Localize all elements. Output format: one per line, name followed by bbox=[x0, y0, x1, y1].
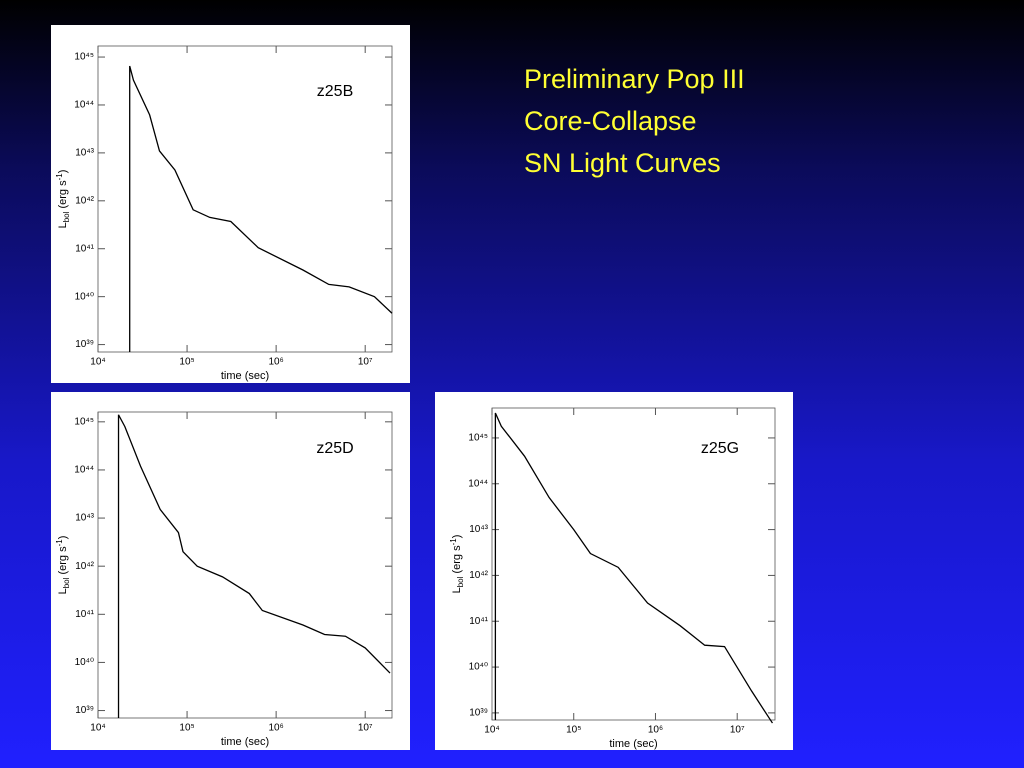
y-axis-label-part: ) bbox=[57, 536, 69, 540]
x-tick-label: 10⁴ bbox=[484, 725, 499, 736]
light-curve bbox=[494, 412, 774, 724]
y-axis-label: Lbol (erg s-1) bbox=[449, 535, 465, 594]
chart-panel bbox=[51, 25, 410, 383]
y-tick-label: 10³⁹ bbox=[75, 705, 94, 716]
light-curve bbox=[117, 414, 391, 718]
y-axis-label-part: bol bbox=[62, 577, 71, 588]
y-axis-label: Lbol (erg s-1) bbox=[55, 170, 71, 229]
chart-annotation: z25D bbox=[316, 440, 353, 457]
plot-frame bbox=[491, 407, 776, 721]
y-axis-label-part: L bbox=[57, 222, 69, 228]
y-axis-label-part: -1 bbox=[55, 173, 64, 181]
chart-panel bbox=[51, 392, 410, 750]
y-axis-label-part: ) bbox=[57, 170, 69, 174]
x-tick-label: 10⁴ bbox=[90, 723, 105, 734]
plot-frame bbox=[97, 45, 393, 353]
chart-panel bbox=[435, 392, 793, 750]
x-tick-label: 10⁶ bbox=[269, 357, 284, 368]
y-tick-label: 10⁴⁰ bbox=[469, 662, 488, 673]
y-axis-label-part: (erg s bbox=[57, 180, 69, 212]
y-axis-label: Lbol (erg s-1) bbox=[55, 536, 71, 595]
slide-title: Preliminary Pop III bbox=[524, 64, 745, 94]
y-tick-label: 10⁴¹ bbox=[75, 609, 94, 620]
y-tick-label: 10⁴⁵ bbox=[74, 416, 94, 427]
x-axis-label: time (sec) bbox=[221, 736, 269, 748]
x-tick-label: 10⁷ bbox=[730, 725, 745, 736]
chart-annotation: z25G bbox=[701, 440, 739, 457]
y-tick-label: 10⁴² bbox=[75, 561, 94, 572]
light-curve bbox=[129, 65, 393, 352]
y-tick-label: 10⁴¹ bbox=[469, 616, 488, 627]
slide-title: Core-Collapse bbox=[524, 106, 697, 136]
y-axis-label-part: -1 bbox=[449, 538, 458, 546]
x-tick-label: 10⁷ bbox=[358, 723, 373, 734]
y-tick-label: 10⁴⁴ bbox=[74, 465, 94, 476]
plot-frame bbox=[97, 411, 393, 719]
x-tick-label: 10⁵ bbox=[179, 357, 194, 368]
y-tick-label: 10⁴¹ bbox=[75, 243, 94, 254]
x-tick-label: 10⁶ bbox=[648, 725, 663, 736]
y-tick-label: 10⁴⁴ bbox=[74, 100, 94, 111]
y-axis-label-part: (erg s bbox=[57, 546, 69, 578]
x-tick-label: 10⁶ bbox=[269, 723, 284, 734]
x-tick-label: 10⁵ bbox=[179, 723, 194, 734]
slide-title: SN Light Curves bbox=[524, 148, 721, 178]
y-tick-label: 10⁴² bbox=[75, 195, 94, 206]
x-axis-label: time (sec) bbox=[221, 370, 269, 382]
x-tick-label: 10⁴ bbox=[90, 357, 105, 368]
y-tick-label: 10⁴⁵ bbox=[74, 52, 94, 63]
y-axis-label-part: bol bbox=[62, 211, 71, 222]
x-tick-label: 10⁵ bbox=[566, 725, 581, 736]
y-tick-label: 10⁴³ bbox=[469, 524, 488, 535]
y-axis-label-part: -1 bbox=[55, 539, 64, 547]
y-tick-label: 10⁴⁴ bbox=[468, 478, 488, 489]
y-axis-label-part: bol bbox=[456, 576, 465, 587]
y-tick-label: 10⁴³ bbox=[75, 513, 94, 524]
y-axis-label-part: L bbox=[451, 587, 463, 593]
y-axis-label-part: (erg s bbox=[451, 545, 463, 577]
x-tick-label: 10⁷ bbox=[358, 357, 373, 368]
y-axis-label-part: L bbox=[57, 588, 69, 594]
chart-annotation: z25B bbox=[317, 83, 353, 100]
y-axis-label-part: ) bbox=[451, 535, 463, 539]
y-tick-label: 10³⁹ bbox=[469, 708, 488, 719]
y-tick-label: 10⁴² bbox=[469, 570, 488, 581]
y-tick-label: 10⁴⁰ bbox=[75, 657, 94, 668]
y-tick-label: 10³⁹ bbox=[75, 339, 94, 350]
y-tick-label: 10⁴⁰ bbox=[75, 291, 94, 302]
y-tick-label: 10⁴⁵ bbox=[468, 433, 488, 444]
x-axis-label: time (sec) bbox=[609, 738, 657, 750]
y-tick-label: 10⁴³ bbox=[75, 148, 94, 159]
